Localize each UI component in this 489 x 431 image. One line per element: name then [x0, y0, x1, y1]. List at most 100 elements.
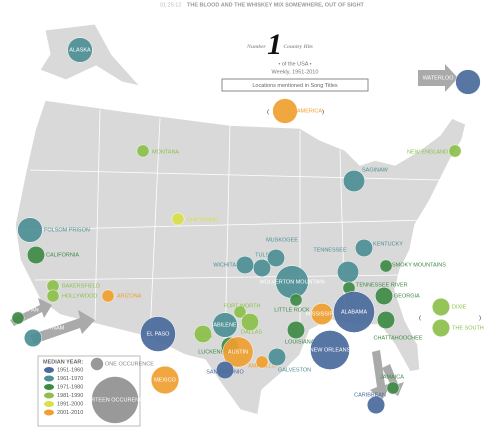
location-label: THE SOUTH — [452, 325, 484, 331]
location-label: ABILENE — [213, 322, 237, 328]
legend-label: 1951-1960 — [57, 367, 83, 373]
arrow — [30, 310, 95, 344]
location-bubble — [17, 217, 43, 243]
location-bubble — [212, 312, 238, 338]
bracket: ) — [479, 315, 481, 321]
location-bubble — [136, 144, 150, 158]
location-bubble — [233, 305, 247, 319]
location-bubble — [222, 336, 254, 368]
location-bubble — [376, 310, 396, 330]
location-label: LITTLE ROCK — [274, 307, 310, 313]
legend-swatch — [44, 401, 54, 407]
location-bubble — [310, 330, 350, 370]
location-label: DALLAS — [241, 329, 262, 335]
period: Weekly, 1951-2010 — [272, 69, 319, 75]
location-bubble — [431, 318, 451, 338]
location-bubble — [374, 286, 394, 306]
legend-size-max — [91, 376, 139, 424]
legend-swatch — [44, 384, 54, 390]
location-label: KENTUCKY — [373, 241, 403, 247]
location-label: LUCKENBACH — [198, 349, 236, 355]
location-label: MEXICO — [154, 377, 176, 383]
location-bubble — [193, 324, 213, 344]
location-label: TULSA — [255, 252, 273, 258]
location-bubble — [272, 98, 298, 124]
legend-swatch — [44, 367, 54, 373]
location-bubble — [354, 238, 374, 258]
bracket: ) — [322, 109, 324, 115]
location-label: SAN ANTONIO — [206, 369, 244, 375]
location-label: AMARILLO — [248, 363, 277, 369]
location-bubble — [379, 259, 393, 273]
location-label: SAGINAW — [362, 167, 389, 173]
location-label: ARIZONA — [117, 293, 142, 299]
location-label: MUSKOGEE — [266, 237, 298, 243]
location-label: LOUISIANA — [285, 339, 315, 345]
legend-size-max-label: FOURTEEN OCCURENCES — [80, 397, 151, 403]
location-bubble — [455, 69, 481, 95]
location-label: MONTANA — [152, 149, 179, 155]
location-label: TENNESSEE — [313, 247, 347, 253]
location-bubble — [366, 395, 386, 415]
legend-swatch — [44, 392, 54, 399]
location-label: DIXIE — [452, 304, 467, 310]
location-label: HOLLYWOOD — [62, 293, 97, 299]
location-bubble — [101, 289, 115, 303]
legend-label: 1971-1980 — [57, 384, 83, 390]
location-label: CALIFORNIA — [46, 252, 79, 258]
arrow — [370, 350, 392, 400]
location-label: JAPAN — [21, 307, 38, 313]
legend-heading: MEDIAN YEAR: — [43, 359, 83, 365]
legend-label: 2001-2010 — [57, 410, 83, 416]
location-label: NEW ORLEANS — [310, 347, 351, 353]
arrow — [418, 64, 458, 92]
location-label: GEORGIA — [394, 293, 420, 299]
location-label: EL PASO — [147, 331, 171, 337]
location-label: GALVESTON — [278, 367, 311, 373]
location-label: ALASKA — [69, 47, 91, 53]
legend-swatch — [44, 375, 54, 382]
location-bubble — [343, 170, 365, 192]
bracket: ( — [267, 109, 269, 115]
location-bubble — [215, 360, 235, 380]
location-bubble — [311, 303, 333, 325]
location-label: AUSTIN — [228, 349, 248, 355]
location-bubble — [26, 245, 46, 265]
legend-label: 1961-1970 — [57, 376, 83, 382]
location-label: VIETNAM — [40, 325, 65, 331]
title-part: Country Hits — [283, 44, 313, 50]
location-label: BAKERSFIELD — [62, 283, 100, 289]
time: 01:25:12 — [160, 2, 181, 8]
location-label: WICHITA — [213, 262, 236, 268]
location-label: TEXAS — [194, 333, 212, 339]
location-bubble — [11, 311, 25, 325]
location-label: SMOKY MOUNTAINS — [392, 262, 446, 268]
location-bubble — [252, 258, 272, 278]
location-label: WOLVERTON MOUNTAIN — [259, 279, 324, 285]
location-bubble — [255, 355, 269, 369]
location-bubble — [240, 312, 260, 332]
location-bubble — [267, 347, 287, 367]
legend-label: 1991-2000 — [57, 401, 83, 407]
legend-label: 1981-1990 — [57, 393, 83, 399]
location-bubble — [289, 293, 303, 307]
location-bubble — [67, 37, 93, 63]
location-bubble — [171, 212, 185, 226]
location-bubble — [140, 316, 176, 352]
subtitle: • of the USA • — [278, 61, 311, 67]
location-bubble — [266, 248, 286, 268]
bracket: ( — [419, 315, 421, 321]
lyric: THE BLOOD AND THE WHISKEY MIX SOMEWHERE,… — [187, 2, 365, 8]
state-lines — [19, 109, 441, 351]
location-label: FOLSOM PRISON — [44, 227, 90, 233]
location-bubble — [431, 297, 451, 317]
location-bubble — [235, 255, 255, 275]
location-label: JAMAICA — [380, 374, 404, 380]
location-bubble — [150, 365, 180, 395]
location-bubble — [386, 381, 400, 395]
legend-size-min — [90, 357, 104, 371]
caption-box — [221, 78, 369, 92]
location-label: TENNESSEE RIVER — [356, 282, 408, 288]
location-bubble — [333, 291, 375, 333]
title: Number 1 Country Hits — [246, 28, 313, 61]
